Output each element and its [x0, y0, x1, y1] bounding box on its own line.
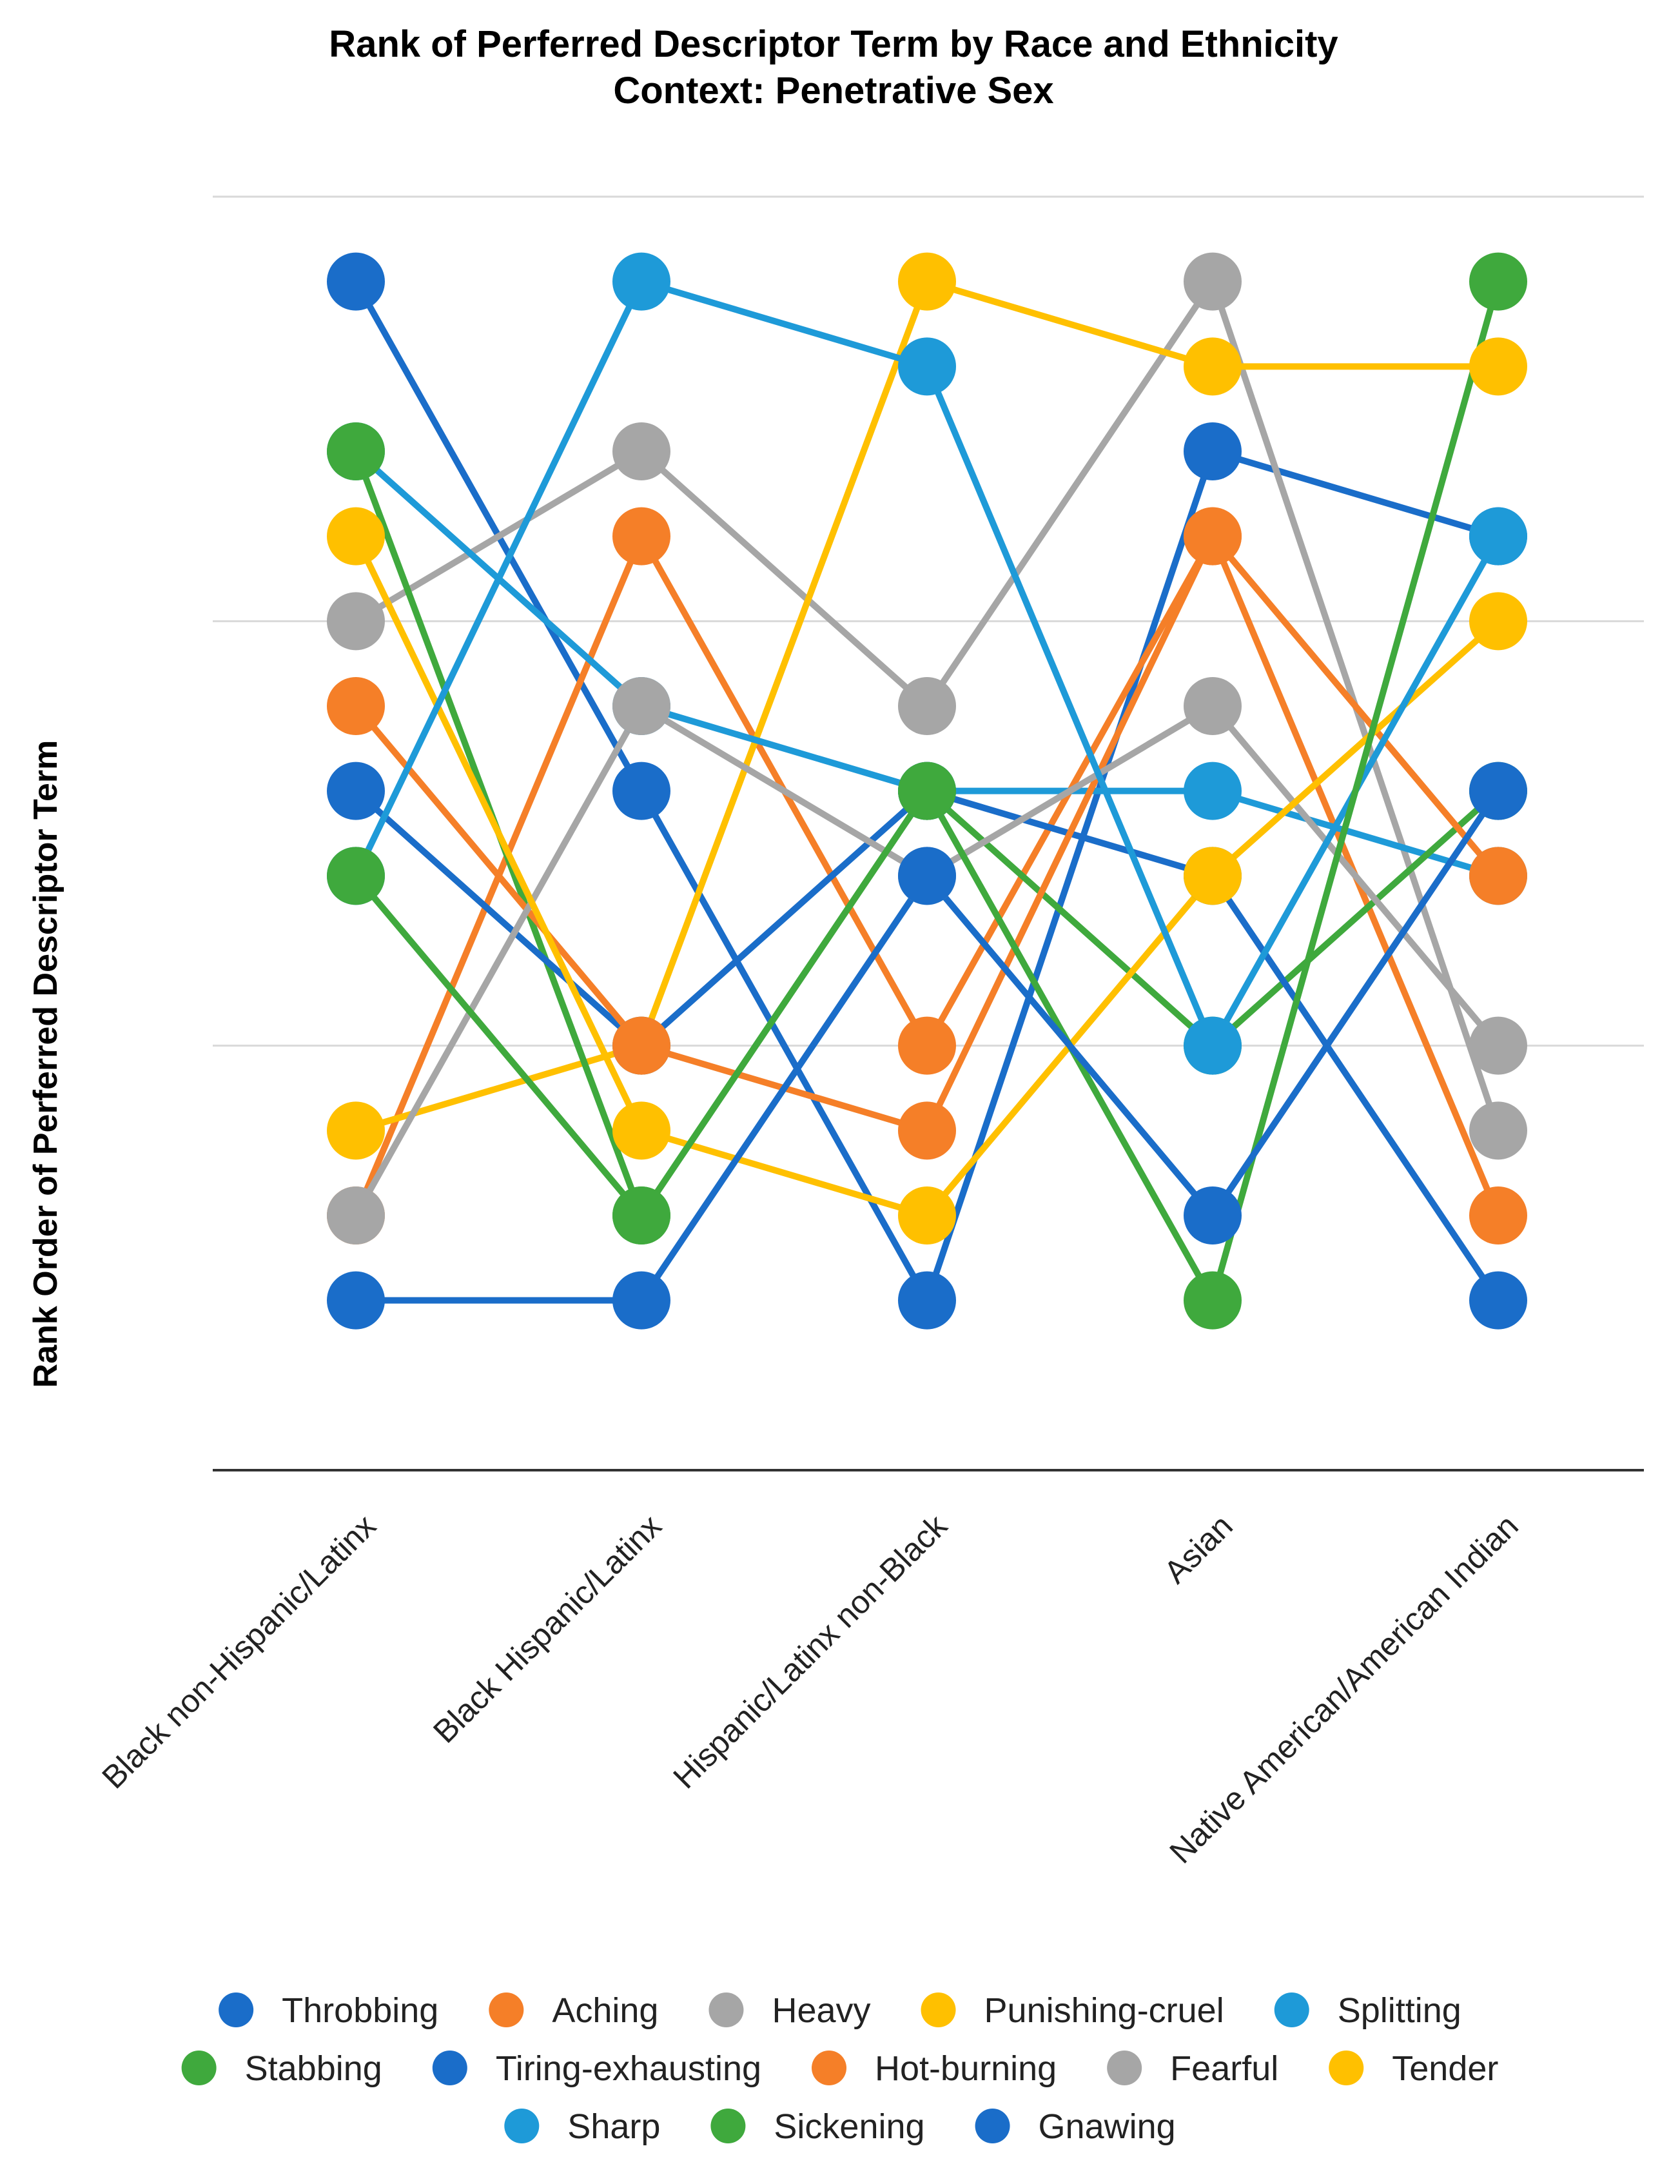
- data-point: [1469, 592, 1527, 651]
- legend-label: Splitting: [1338, 1991, 1461, 2030]
- data-point: [1184, 1271, 1242, 1330]
- data-point: [1469, 337, 1527, 396]
- legend-label: Sickening: [774, 2107, 924, 2146]
- legend-label: Throbbing: [282, 1991, 438, 2030]
- legend-marker: [1274, 1992, 1309, 2027]
- legend-marker: [708, 1992, 744, 2027]
- data-point: [1184, 507, 1242, 566]
- data-point: [1469, 1186, 1527, 1244]
- data-point: [612, 677, 670, 735]
- legend-label: Gnawing: [1039, 2107, 1176, 2146]
- data-point: [1184, 762, 1242, 820]
- legend: Throbbing Aching Heavy Punishing-cruel Split…: [181, 1991, 1498, 2146]
- legend-marker: [812, 2051, 847, 2085]
- data-point: [327, 422, 385, 480]
- data-point: [898, 677, 956, 735]
- data-point: [612, 1016, 670, 1075]
- legend-label: Tiring-exhausting: [496, 2049, 761, 2088]
- legend-label: Heavy: [772, 1991, 870, 2030]
- data-point: [1184, 252, 1242, 311]
- data-point: [612, 1271, 670, 1330]
- data-point: [1469, 847, 1527, 905]
- legend-label: Stabbing: [245, 2049, 382, 2088]
- data-point: [327, 677, 385, 735]
- data-point: [612, 422, 670, 480]
- legend-label: Aching: [552, 1991, 658, 2030]
- data-point: [327, 507, 385, 566]
- data-point: [898, 252, 956, 311]
- data-point: [1184, 1016, 1242, 1075]
- data-point: [327, 592, 385, 651]
- legend-marker: [975, 2109, 1010, 2143]
- data-point: [1184, 1186, 1242, 1244]
- data-point: [898, 1271, 956, 1330]
- data-point: [612, 1101, 670, 1160]
- y-axis-label: Rank Order of Perferred Descriptor Term: [27, 740, 64, 1388]
- legend-label: Hot-burning: [875, 2049, 1057, 2088]
- data-point: [1469, 762, 1527, 820]
- data-point: [612, 762, 670, 820]
- data-point: [327, 847, 385, 905]
- legend-marker: [921, 1992, 956, 2027]
- data-point: [898, 847, 956, 905]
- data-point: [327, 1271, 385, 1330]
- data-point: [612, 507, 670, 566]
- data-point: [327, 252, 385, 311]
- data-point: [1469, 507, 1527, 566]
- data-point: [1469, 1016, 1527, 1075]
- data-point: [1469, 252, 1527, 311]
- data-point: [898, 1016, 956, 1075]
- legend-marker: [1329, 2051, 1364, 2085]
- data-point: [1184, 422, 1242, 480]
- legend-marker: [710, 2109, 746, 2143]
- data-point: [612, 252, 670, 311]
- data-point: [1184, 677, 1242, 735]
- legend-label: Fearful: [1170, 2049, 1278, 2088]
- legend-marker: [219, 1992, 254, 2027]
- data-point: [1184, 847, 1242, 905]
- data-point: [1469, 1271, 1527, 1330]
- data-point: [327, 1186, 385, 1244]
- data-point: [898, 762, 956, 820]
- data-point: [898, 1186, 956, 1244]
- chart-subtitle: Context: Penetrative Sex: [613, 70, 1053, 112]
- legend-label: Tender: [1392, 2049, 1498, 2088]
- data-point: [898, 337, 956, 396]
- series-points: [327, 252, 1527, 1330]
- data-point: [612, 1186, 670, 1244]
- legend-marker: [181, 2051, 217, 2085]
- legend-label: Punishing-cruel: [984, 1991, 1224, 2030]
- legend-label: Sharp: [567, 2107, 660, 2146]
- legend-marker: [432, 2051, 467, 2085]
- chart-title: Rank of Perferred Descriptor Term by Rac…: [329, 23, 1338, 65]
- data-point: [327, 1101, 385, 1160]
- legend-marker: [489, 1992, 524, 2027]
- data-point: [327, 762, 385, 820]
- data-point: [1184, 337, 1242, 396]
- data-point: [898, 1101, 956, 1160]
- legend-marker: [504, 2109, 540, 2143]
- data-point: [1469, 1101, 1527, 1160]
- legend-marker: [1107, 2051, 1142, 2085]
